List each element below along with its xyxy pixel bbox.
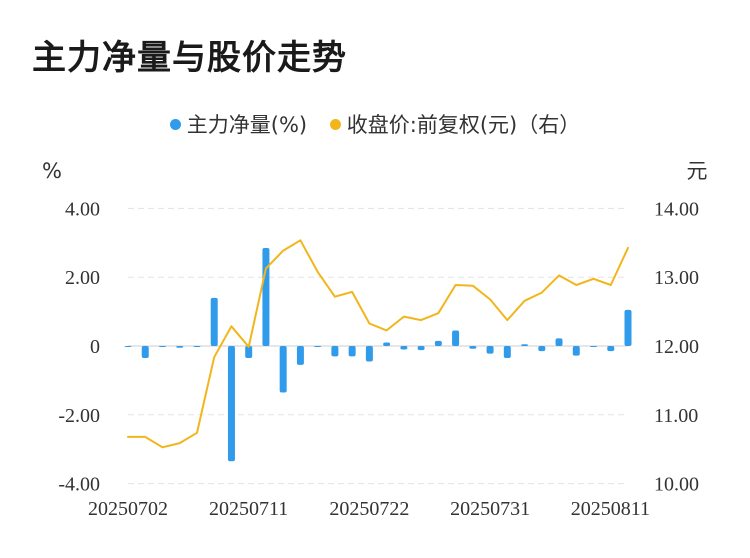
bar — [262, 247, 270, 346]
left-tick-label: 4.00 — [65, 198, 100, 220]
left-tick-label: -2.00 — [58, 405, 100, 427]
left-tick-label: 2.00 — [65, 267, 100, 289]
legend-item-close-price[interactable]: 收盘价:前复权(元)（右） — [329, 109, 581, 139]
legend-marker-line — [329, 118, 341, 130]
right-tick-label: 12.00 — [654, 336, 699, 358]
bar — [624, 309, 632, 346]
bar — [383, 342, 391, 346]
chart-title: 主力净量与股价走势 — [32, 38, 347, 78]
bar — [521, 344, 529, 346]
bar-series — [124, 247, 632, 462]
legend-label-main-net: 主力净量(%) — [186, 113, 308, 137]
bar — [141, 346, 149, 359]
right-tick-label: 13.00 — [654, 267, 699, 289]
bar — [296, 346, 304, 365]
bar — [452, 330, 460, 346]
bar — [331, 346, 339, 357]
bar — [607, 346, 615, 352]
legend-item-main-net[interactable]: 主力净量(%) — [169, 109, 308, 139]
bar — [176, 346, 184, 348]
left-tick-label: -4.00 — [58, 474, 100, 496]
bar — [538, 346, 546, 352]
bar — [124, 346, 132, 347]
bar — [555, 338, 563, 346]
legend-marker-bar — [169, 118, 181, 130]
bar — [158, 346, 166, 347]
bar — [279, 346, 287, 393]
right-axis-unit: 元 — [687, 159, 708, 183]
bar — [210, 297, 218, 346]
bar — [434, 340, 442, 346]
legend: 主力净量(%) 收盘价:前复权(元)（右） — [0, 109, 750, 139]
legend-label-close-price: 收盘价:前复权(元)（右） — [346, 113, 581, 137]
bar — [348, 346, 356, 357]
right-tick-label: 11.00 — [654, 405, 698, 427]
right-axis-ticks: 14.00 13.00 12.00 11.00 10.00 — [654, 198, 699, 495]
bar — [417, 346, 425, 351]
bar — [193, 346, 201, 347]
bar — [503, 346, 511, 359]
bar — [314, 346, 322, 347]
x-tick-label: 20250722 — [329, 498, 409, 520]
right-tick-label: 14.00 — [654, 198, 699, 220]
bar — [227, 346, 235, 462]
x-tick-label: 20250731 — [450, 498, 530, 520]
bar — [590, 346, 598, 347]
grid-layer — [128, 207, 628, 485]
bar — [365, 346, 373, 362]
bar — [245, 346, 253, 359]
left-axis-unit: % — [42, 159, 62, 183]
price-line — [127, 239, 629, 449]
x-tick-label: 20250702 — [88, 498, 168, 520]
bar — [469, 346, 477, 349]
right-tick-label: 10.00 — [654, 474, 699, 496]
line-series — [127, 239, 629, 449]
bar — [486, 346, 494, 354]
left-axis-ticks: 4.00 2.00 0 -2.00 -4.00 — [58, 198, 100, 495]
bar — [572, 346, 580, 356]
left-tick-label: 0 — [90, 336, 100, 358]
x-axis-ticks: 20250702 20250711 20250722 20250731 20250811 — [88, 498, 650, 520]
bar — [400, 346, 408, 350]
x-tick-label: 20250811 — [571, 498, 650, 520]
x-tick-label: 20250711 — [209, 498, 288, 520]
